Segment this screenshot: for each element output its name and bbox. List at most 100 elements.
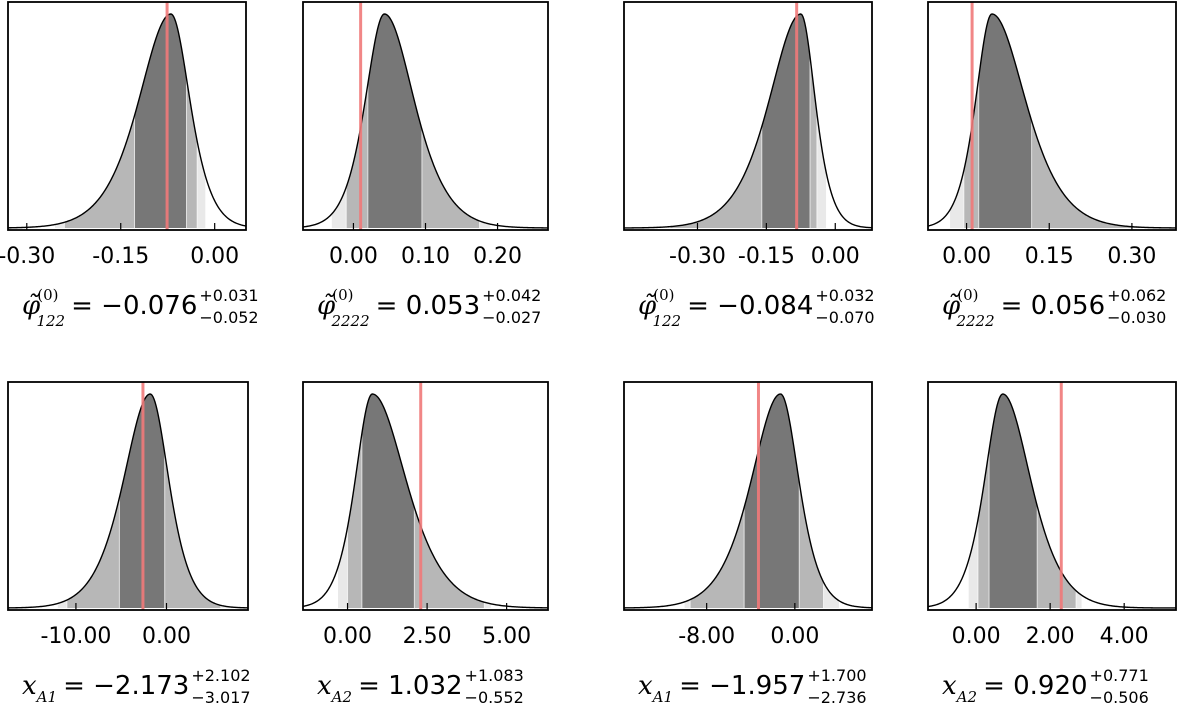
caption: φ̃(0) 122 = −0.084 — [638, 286, 813, 330]
axes-frame — [7, 381, 249, 611]
caption-symbol: x — [638, 671, 653, 701]
x-tick-label: 0.00 — [942, 244, 991, 269]
x-tick-label: -8.00 — [678, 624, 735, 649]
caption-sub: A1 — [35, 688, 57, 703]
caption-sup: (0) — [653, 286, 674, 304]
caption-err-plus: +0.032 — [815, 286, 874, 305]
caption: φ̃(0) 122 = −0.076 — [22, 286, 197, 330]
density-curve — [928, 393, 1176, 609]
density-curve — [624, 13, 872, 229]
caption-err-minus: −3.017 — [191, 688, 250, 703]
axes-frame — [623, 1, 873, 231]
density-curve — [8, 393, 248, 609]
caption: xA1 = −1.957 — [638, 671, 805, 703]
caption-err-plus: +0.062 — [1107, 286, 1166, 305]
caption-symbol: x — [317, 671, 332, 701]
caption-err-minus: −0.552 — [465, 688, 524, 703]
caption-sup: (0) — [37, 286, 58, 304]
caption-symbol: x — [942, 671, 957, 701]
axes-frame — [927, 1, 1177, 231]
density-curve — [624, 393, 872, 609]
panel-phi_122: -0.30 -0.15 0.00 φ̃(0) 122 = −0.076 +0.031 −0.0… — [0, 1, 259, 330]
caption-value: = −0.084 — [687, 291, 813, 321]
density-curve — [928, 13, 1176, 229]
band-inner — [761, 14, 810, 228]
x-tick-label: -0.30 — [669, 244, 726, 269]
band-inner — [134, 14, 187, 228]
caption-err-plus: +0.031 — [199, 286, 258, 305]
caption-symbol: φ̃ — [942, 291, 961, 321]
density-curve — [8, 13, 246, 229]
x-tick-label: 0.20 — [473, 244, 522, 269]
x-tick-label: 5.00 — [482, 624, 531, 649]
caption-err-minus: −0.027 — [482, 308, 541, 327]
caption-sub: A2 — [330, 688, 352, 703]
caption-sup: (0) — [957, 286, 978, 304]
caption-symbol: φ̃ — [638, 291, 657, 321]
caption-err-plus: +1.700 — [807, 666, 866, 685]
caption-err-plus: +0.771 — [1090, 666, 1149, 685]
caption-value: = −2.173 — [63, 671, 189, 701]
x-tick-label: 0.30 — [1107, 244, 1156, 269]
caption-sub: A1 — [651, 688, 673, 703]
caption-sub: 122 — [652, 312, 681, 330]
caption-sub: 2222 — [330, 312, 369, 330]
x-tick-label: 4.00 — [1100, 624, 1149, 649]
caption-value: = 0.920 — [983, 671, 1087, 701]
caption: xA1 = −2.173 — [22, 671, 189, 703]
band-inner — [978, 14, 1032, 228]
x-tick-label: 0.15 — [1025, 244, 1074, 269]
caption-err-plus: +1.083 — [465, 666, 524, 685]
density-curve — [303, 13, 548, 229]
x-tick-label: -10.00 — [40, 624, 111, 649]
caption-sup: (0) — [332, 286, 353, 304]
x-tick-label: -0.15 — [738, 244, 795, 269]
caption-value: = 0.056 — [1001, 291, 1105, 321]
x-tick-label: 0.00 — [952, 624, 1001, 649]
caption: xA2 = 1.032 — [317, 671, 463, 703]
caption-err-minus: −0.052 — [199, 308, 258, 327]
panel-x_A2: 0.00 2.50 5.00 xA2 = 1.032 +1.083 −0.552 — [302, 381, 549, 703]
x-tick-label: 0.00 — [329, 244, 378, 269]
caption-value: = −1.957 — [679, 671, 805, 701]
caption-err-plus: +0.042 — [482, 286, 541, 305]
caption-err-minus: −0.506 — [1090, 688, 1149, 703]
x-tick-label: 0.00 — [770, 624, 819, 649]
caption-err-minus: −0.070 — [815, 308, 874, 327]
caption-sub: 2222 — [955, 312, 994, 330]
panel-phi_122_b: -0.30 -0.15 0.00 φ̃(0) 122 = −0.084 +0.032 −0.0… — [623, 1, 875, 330]
caption-value: = 1.032 — [358, 671, 462, 701]
x-tick-label: 2.00 — [1026, 624, 1075, 649]
axes-frame — [623, 381, 873, 611]
band-inner — [367, 14, 422, 228]
panel-x_A1_b: -8.00 0.00 xA1 = −1.957 +1.700 −2.736 — [623, 381, 873, 703]
x-tick-label: 0.00 — [142, 624, 191, 649]
x-tick-label: -0.15 — [92, 244, 149, 269]
panel-phi_2222_b: 0.00 0.15 0.30 φ̃(0) 2222 = 0.056 +0.062 −0.030 — [927, 1, 1177, 330]
x-tick-label: 0.00 — [190, 244, 239, 269]
caption-err-plus: +2.102 — [191, 666, 250, 685]
panel-x_A1: -10.00 0.00 xA1 = −2.173 +2.102 −3.017 — [7, 381, 251, 703]
caption-value: = 0.053 — [376, 291, 480, 321]
axes-frame — [927, 381, 1177, 611]
caption-sub: A2 — [955, 688, 977, 703]
axes-frame — [302, 381, 549, 611]
band-inner — [361, 394, 415, 608]
caption-err-minus: −2.736 — [807, 688, 866, 703]
caption: φ̃(0) 2222 = 0.056 — [942, 286, 1105, 330]
x-tick-label: 0.00 — [811, 244, 860, 269]
caption-symbol: φ̃ — [317, 291, 336, 321]
caption-value: = −0.076 — [71, 291, 197, 321]
caption-err-minus: −0.030 — [1107, 308, 1166, 327]
panel-phi_2222: 0.00 0.10 0.20 φ̃(0) 2222 = 0.053 +0.042 −0.027 — [302, 1, 549, 330]
x-tick-label: 2.50 — [403, 624, 452, 649]
caption: φ̃(0) 2222 = 0.053 — [317, 286, 480, 330]
caption-symbol: x — [22, 671, 37, 701]
band-inner — [989, 394, 1038, 608]
axes-frame — [7, 1, 247, 231]
x-tick-label: 0.10 — [401, 244, 450, 269]
caption-symbol: φ̃ — [22, 291, 41, 321]
x-tick-label: -0.30 — [0, 244, 55, 269]
x-tick-label: 0.00 — [323, 624, 372, 649]
